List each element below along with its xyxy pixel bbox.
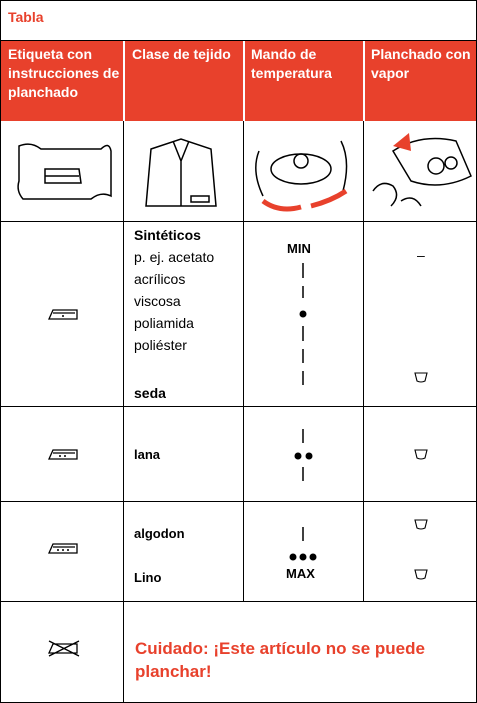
divider (123, 41, 125, 121)
row-line (1, 601, 476, 602)
fabric: p. ej. acetato (134, 249, 215, 265)
temperature: MAX (286, 566, 315, 581)
column-header: Etiqueta con instrucciones de planchado (8, 46, 120, 100)
fabric: viscosa (134, 293, 181, 309)
row-line (1, 406, 476, 407)
fabric: lana (134, 447, 161, 462)
column-header: Planchado con vapor (371, 46, 471, 81)
header-row (1, 41, 476, 121)
row-line (1, 501, 476, 502)
fabric: acrílicos (134, 271, 186, 287)
title: Tabla (8, 9, 44, 25)
fabric: poliéster (134, 337, 187, 353)
row-line (1, 40, 476, 41)
warning: Cuidado: ¡Este artículo no se puede plan… (135, 639, 425, 681)
divider (243, 41, 245, 121)
divider (363, 41, 365, 121)
fabric: Sintéticos (134, 227, 201, 243)
column-header: Clase de tejido (132, 46, 231, 62)
col-line (123, 121, 124, 702)
fabric: algodon (134, 526, 185, 541)
fabric: Lino (134, 570, 162, 585)
col-line (243, 121, 244, 601)
steam: – (417, 247, 425, 263)
col-line (363, 121, 364, 601)
row-line (1, 221, 476, 222)
fabric: poliamida (134, 315, 194, 331)
column-header: Mando de temperatura (251, 46, 332, 81)
temperature: MIN (287, 241, 311, 256)
fabric: seda (134, 385, 166, 401)
line (1, 1, 476, 2)
